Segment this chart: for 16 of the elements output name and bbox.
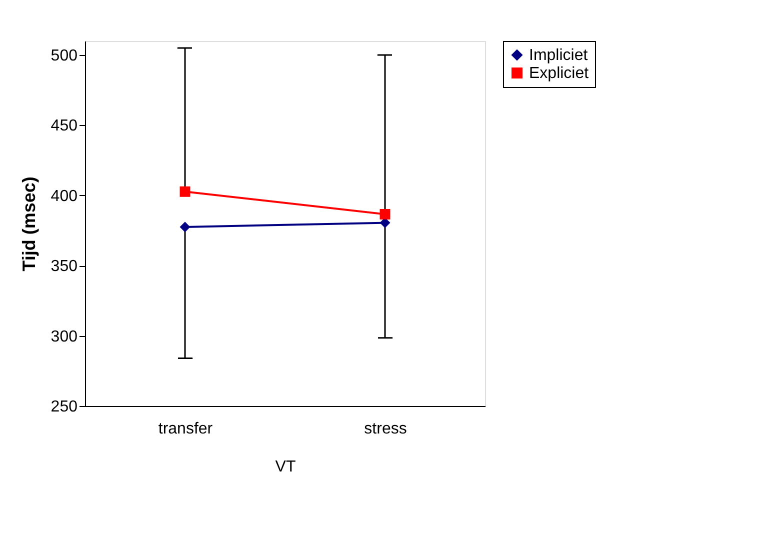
point bbox=[180, 186, 190, 197]
y-tick-label: 300 bbox=[50, 328, 78, 346]
y-tick-label: 250 bbox=[50, 398, 78, 416]
x-tick-label: stress bbox=[364, 420, 407, 438]
y-tick-label: 400 bbox=[50, 188, 78, 205]
y-axis-title: Tijd (msec) bbox=[18, 176, 39, 272]
legend-label: Impliciet bbox=[529, 47, 588, 64]
x-axis-title: VT bbox=[275, 458, 296, 476]
legend-label: Expliciet bbox=[529, 65, 590, 82]
point bbox=[380, 208, 390, 220]
point bbox=[180, 222, 190, 232]
y-tick-label: 450 bbox=[50, 118, 78, 135]
y-tick-label: 350 bbox=[50, 258, 78, 276]
y-tick-label: 500 bbox=[50, 48, 78, 65]
x-tick-label: transfer bbox=[158, 420, 214, 438]
point bbox=[380, 218, 390, 228]
